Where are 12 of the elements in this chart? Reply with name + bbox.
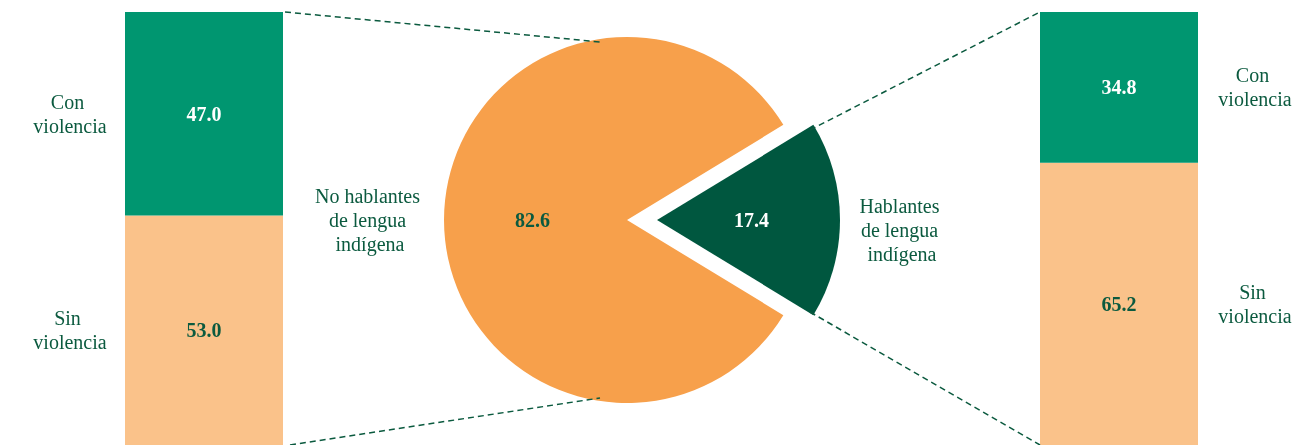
data-label: 47.0 [186,102,222,125]
slice-label: Hablantes de lengua indígena [859,195,945,266]
series-label: Con violencia [1218,64,1292,111]
data-label: 34.8 [1101,76,1137,99]
data-label: 82.6 [515,209,550,231]
series-label: Sin violencia [1218,280,1292,327]
series-label: Con violencia [33,90,107,137]
data-label: 17.4 [734,209,769,231]
data-label: 65.2 [1101,292,1137,315]
series-label: Sin violencia [33,307,107,354]
slice-label: No hablantes de lengua indígena [315,185,425,256]
data-label: 53.0 [186,319,222,342]
